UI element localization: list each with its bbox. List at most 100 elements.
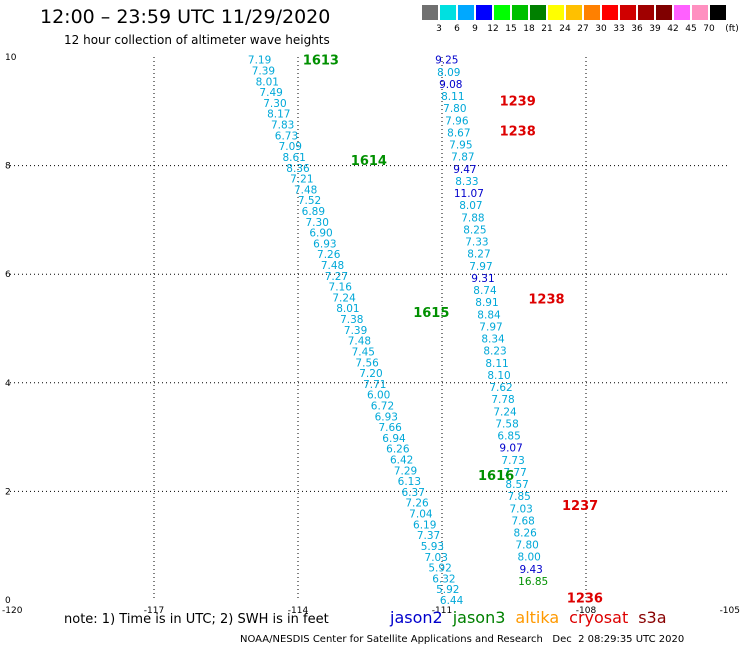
data-label: 7.48 (294, 184, 317, 196)
data-label: 6.85 (497, 431, 520, 443)
legend-swatch (548, 5, 564, 20)
data-label: 9.31 (471, 273, 494, 285)
data-label: 9.07 (499, 443, 522, 455)
x-tick-label: -108 (576, 606, 597, 616)
data-label: 6.72 (371, 400, 394, 412)
data-label: 7.73 (501, 455, 524, 467)
chart-subtitle: 12 hour collection of altimeter wave hei… (64, 33, 330, 47)
data-label: 8.11 (441, 91, 464, 103)
legend-label: 70 (703, 24, 715, 34)
data-label: 7.95 (449, 140, 472, 152)
legend-swatch (422, 5, 438, 20)
pass-annotation: 1239 (500, 94, 536, 109)
satellite-legend: jason2 jason3 altika cryosat s3a (390, 608, 677, 627)
data-label: 9.08 (439, 79, 462, 91)
data-label: 7.88 (461, 212, 484, 224)
legend-label: 3 (436, 24, 442, 34)
data-label: 8.91 (475, 297, 498, 309)
data-label: 8.74 (473, 285, 497, 297)
data-label: 8.09 (437, 67, 460, 79)
data-label: 6.13 (398, 476, 421, 488)
x-tick-label: -120 (2, 606, 23, 616)
x-tick-label: -117 (144, 606, 164, 616)
data-label: 7.19 (248, 55, 271, 67)
data-label: 7.87 (451, 152, 474, 164)
data-label: 7.03 (425, 552, 448, 564)
y-tick-label: 8 (5, 162, 11, 172)
legend-label: 15 (505, 24, 517, 34)
data-label: 8.36 (286, 163, 310, 175)
data-label: 7.80 (443, 103, 466, 115)
data-label: 7.37 (417, 530, 440, 542)
data-label: 7.39 (344, 325, 367, 337)
legend-label: 12 (487, 24, 499, 34)
data-label: 7.39 (252, 66, 275, 78)
pass-annotation: 1238 (500, 124, 536, 139)
data-label: 7.38 (340, 314, 363, 326)
data-label: 7.62 (489, 382, 512, 394)
pass-annotation: 1236 (567, 591, 603, 606)
data-label: 8.25 (463, 224, 486, 236)
data-label: 11.07 (454, 188, 484, 200)
x-tick-label: -114 (288, 606, 309, 616)
data-label: 8.67 (447, 127, 470, 139)
data-label: 8.33 (455, 176, 478, 188)
data-label: 7.97 (479, 321, 502, 333)
x-tick-label: -105 (720, 606, 740, 616)
data-label: 6.44 (440, 595, 464, 607)
data-label: 9.43 (519, 564, 542, 576)
legend-swatch (584, 5, 600, 20)
data-label: 7.33 (465, 237, 488, 249)
data-label: 6.90 (309, 228, 332, 240)
data-label: 8.01 (256, 76, 279, 88)
pass-annotation: 1614 (351, 154, 387, 169)
satellite-jason3: jason3 (452, 608, 506, 627)
data-label: 6.37 (402, 487, 425, 499)
data-label: 8.57 (505, 479, 528, 491)
legend-swatch (674, 5, 690, 20)
satellite-altika: altika (515, 608, 560, 627)
legend-label: 18 (523, 24, 535, 34)
data-label: 8.61 (282, 152, 305, 164)
data-label: 6.26 (386, 444, 410, 456)
data-label: 7.27 (325, 271, 348, 283)
data-label: 7.24 (332, 292, 356, 304)
data-label: 7.20 (359, 368, 382, 380)
data-label: 6.19 (413, 519, 436, 531)
legend-swatch (710, 5, 726, 20)
legend-swatch (440, 5, 456, 20)
data-label: 7.68 (511, 515, 534, 527)
data-label: 8.23 (483, 346, 506, 358)
data-label: 7.04 (409, 509, 433, 521)
legend-swatch (458, 5, 474, 20)
data-label: 6.93 (375, 411, 398, 423)
data-label: 7.85 (507, 491, 530, 503)
legend-swatch (656, 5, 672, 20)
data-label: 8.26 (513, 528, 537, 540)
data-label: 7.45 (352, 346, 375, 358)
data-label: 7.24 (493, 406, 517, 418)
data-label: 6.00 (367, 390, 390, 402)
data-label: 7.29 (394, 465, 417, 477)
data-label: 6.89 (302, 206, 325, 218)
data-label: 7.49 (259, 87, 282, 99)
data-label: 7.48 (348, 336, 371, 348)
data-label: 16.85 (518, 576, 548, 588)
data-label: 8.11 (485, 358, 508, 370)
satellite-jason2: jason2 (390, 608, 443, 627)
legend-swatch (638, 5, 654, 20)
data-label: 7.71 (363, 379, 386, 391)
data-label: 8.07 (459, 200, 482, 212)
data-label: 7.78 (491, 394, 514, 406)
data-label: 7.52 (298, 195, 321, 207)
data-label: 7.09 (279, 141, 302, 153)
x-tick-label: -111 (432, 606, 452, 616)
data-label: 7.56 (355, 357, 379, 369)
data-label: 7.96 (445, 115, 469, 127)
data-label: 5.92 (436, 584, 459, 596)
data-label: 7.83 (271, 120, 294, 132)
data-label: 7.48 (321, 260, 344, 272)
pass-annotation: 1616 (478, 469, 514, 484)
data-label: 6.93 (313, 238, 336, 250)
